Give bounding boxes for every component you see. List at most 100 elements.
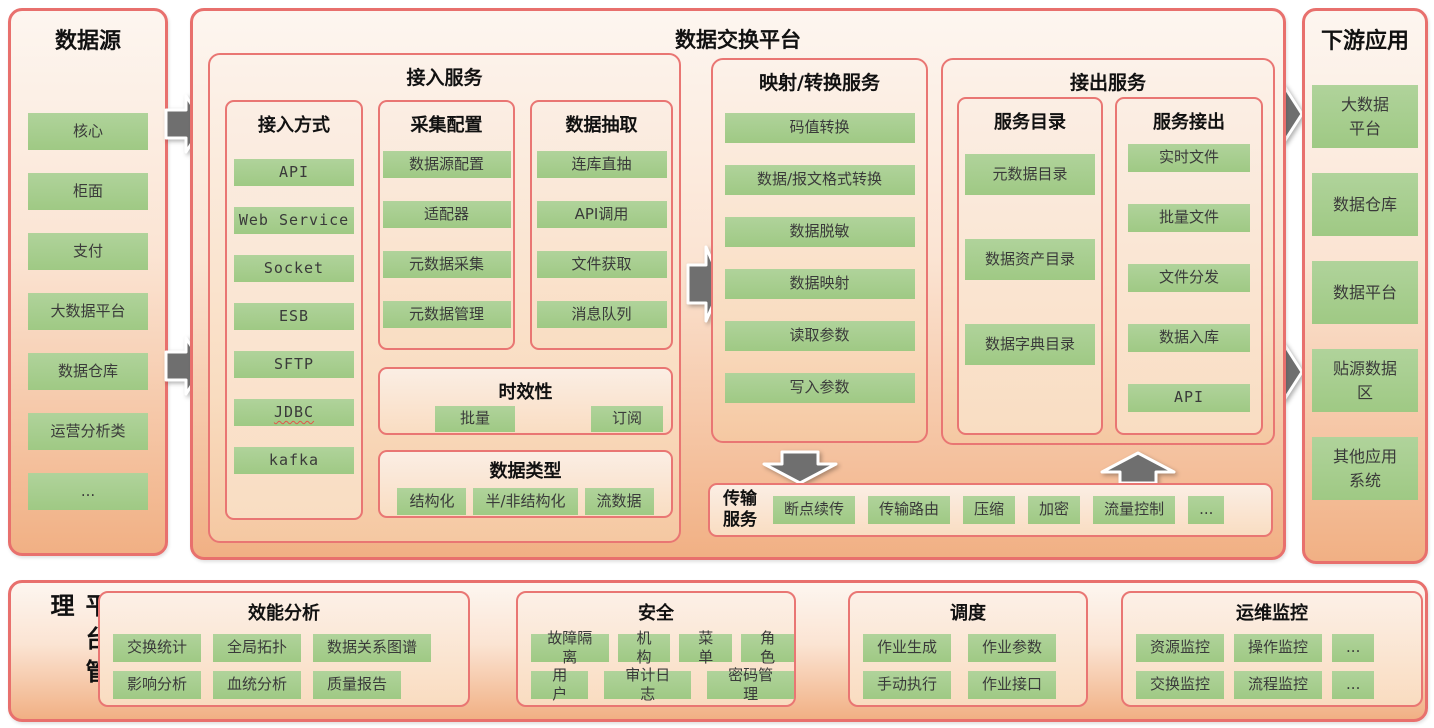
datasource-item: 支付 xyxy=(28,233,148,270)
mapping-item: 数据脱敏 xyxy=(724,217,915,247)
access-service-box: 接入服务 接入方式 API Web Service Socket ESB SFT… xyxy=(208,53,681,543)
delivery-item: 文件分发 xyxy=(1128,264,1250,292)
management-item: 作业生成 xyxy=(863,634,952,662)
timeliness-item: 订阅 xyxy=(591,406,663,432)
datatype-title: 数据类型 xyxy=(489,461,562,482)
datatype-item: 流数据 xyxy=(584,488,654,515)
management-item: 故障隔离 xyxy=(531,629,609,666)
access-method-item: Web Service xyxy=(234,207,354,234)
security-box: 安全 故障隔离 机构 菜单 角色 用户 审计日志 密码管理 xyxy=(516,591,796,707)
datasource-panel: 数据源 核心 柜面 支付 大数据平台 数据仓库 运营分析类 ... xyxy=(8,8,168,556)
data-extraction-box: 数据抽取 连库直抽 API调用 文件获取 消息队列 xyxy=(530,100,673,350)
downstream-item: 数据平台 xyxy=(1312,261,1418,324)
management-item: 流程监控 xyxy=(1234,671,1323,699)
collection-config-items: 数据源配置 适配器 元数据采集 元数据管理 xyxy=(380,151,513,328)
datatype-box: 数据类型 结构化 半/非结构化 流数据 xyxy=(378,450,673,518)
datasource-item: ... xyxy=(28,473,148,510)
efficiency-analysis-title: 效能分析 xyxy=(248,603,320,624)
delivery-item: 实时文件 xyxy=(1128,144,1250,172)
management-item: 作业参数 xyxy=(968,634,1057,662)
management-item: 影响分析 xyxy=(113,671,202,699)
downstream-items: 大数据 平台 数据仓库 数据平台 贴源数据 区 其他应用 系统 xyxy=(1305,85,1425,500)
security-title: 安全 xyxy=(638,603,674,624)
datasource-items: 核心 柜面 支付 大数据平台 数据仓库 运营分析类 ... xyxy=(11,113,165,510)
access-methods-title: 接入方式 xyxy=(258,115,330,136)
extraction-item: 消息队列 xyxy=(536,301,667,328)
management-panel: 平台管理 效能分析 交换统计 全局拓扑 数据关系图谱 影响分析 血统分析 质量报… xyxy=(8,580,1428,722)
transport-item: 断点续传 xyxy=(773,496,856,524)
operations-row: 交换监控 流程监控 ... xyxy=(1123,671,1421,699)
security-row: 用户 审计日志 密码管理 xyxy=(518,666,794,703)
transport-item: 流量控制 xyxy=(1093,496,1176,524)
datatype-items: 结构化 半/非结构化 流数据 xyxy=(380,488,671,515)
datasource-item: 大数据平台 xyxy=(28,293,148,330)
scheduling-row: 手动执行 作业接口 xyxy=(850,671,1086,699)
management-item: ... xyxy=(1332,671,1375,699)
access-methods-box: 接入方式 API Web Service Socket ESB SFTP JDB… xyxy=(225,100,363,520)
datatype-item: 半/非结构化 xyxy=(473,488,578,515)
timeliness-title: 时效性 xyxy=(498,382,553,403)
transport-service-title: 传输服务 xyxy=(723,488,757,530)
management-item: 全局拓扑 xyxy=(213,634,302,662)
management-item: 菜单 xyxy=(679,629,733,666)
operations-monitoring-box: 运维监控 资源监控 操作监控 ... 交换监控 流程监控 ... xyxy=(1121,591,1423,707)
catalog-item: 元数据目录 xyxy=(965,154,1095,195)
management-item: 角色 xyxy=(741,629,794,666)
scheduling-row: 作业生成 作业参数 xyxy=(850,634,1086,662)
extraction-item: 文件获取 xyxy=(536,251,667,278)
access-method-item: kafka xyxy=(234,447,354,474)
extraction-item: API调用 xyxy=(536,201,667,228)
service-delivery-title: 服务接出 xyxy=(1153,112,1225,133)
collection-item: 元数据采集 xyxy=(382,251,511,278)
datasource-item: 柜面 xyxy=(28,173,148,210)
management-item: 密码管理 xyxy=(707,666,794,703)
datasource-item: 数据仓库 xyxy=(28,353,148,390)
service-delivery-box: 服务接出 实时文件 批量文件 文件分发 数据入库 API xyxy=(1115,97,1263,435)
management-item: 机构 xyxy=(617,629,671,666)
downstream-item: 其他应用 系统 xyxy=(1312,437,1418,500)
delivery-item: 批量文件 xyxy=(1128,204,1250,232)
management-item: 交换统计 xyxy=(113,634,202,662)
service-catalog-box: 服务目录 元数据目录 数据资产目录 数据字典目录 xyxy=(957,97,1103,435)
datasource-item: 运营分析类 xyxy=(28,413,148,450)
service-catalog-title: 服务目录 xyxy=(994,112,1066,133)
transport-service-box: 传输服务 断点续传 传输路由 压缩 加密 流量控制 ... xyxy=(708,483,1273,537)
outbound-service-title: 接出服务 xyxy=(1069,72,1146,94)
downstream-panel: 下游应用 大数据 平台 数据仓库 数据平台 贴源数据 区 其他应用 系统 xyxy=(1302,8,1428,564)
management-item: 操作监控 xyxy=(1234,634,1323,662)
access-method-item: ESB xyxy=(234,303,354,330)
datasource-title: 数据源 xyxy=(54,29,121,54)
mapping-service-items: 码值转换 数据/报文格式转换 数据脱敏 数据映射 读取参数 写入参数 xyxy=(713,113,926,403)
extraction-item: 连库直抽 xyxy=(536,151,667,178)
efficiency-row: 交换统计 全局拓扑 数据关系图谱 xyxy=(100,634,468,662)
timeliness-item: 批量 xyxy=(435,406,515,432)
collection-item: 适配器 xyxy=(382,201,511,228)
platform-panel: 数据交换平台 接入服务 接入方式 API Web Service Socket … xyxy=(190,8,1286,560)
mapping-item: 数据/报文格式转换 xyxy=(724,165,915,195)
mapping-item: 数据映射 xyxy=(724,269,915,299)
transport-item: 传输路由 xyxy=(868,496,951,524)
collection-config-title: 采集配置 xyxy=(410,115,483,136)
delivery-item: 数据入库 xyxy=(1128,324,1250,352)
catalog-item: 数据字典目录 xyxy=(965,324,1095,365)
flow-arrow-down-icon xyxy=(762,450,838,485)
collection-item: 元数据管理 xyxy=(382,301,511,328)
outbound-service-box: 接出服务 服务目录 元数据目录 数据资产目录 数据字典目录 服务接出 实时文件 … xyxy=(941,58,1275,445)
downstream-title: 下游应用 xyxy=(1320,29,1409,54)
management-item: 资源监控 xyxy=(1136,634,1225,662)
collection-config-box: 采集配置 数据源配置 适配器 元数据采集 元数据管理 xyxy=(378,100,515,350)
management-item: 审计日志 xyxy=(604,666,692,703)
data-extraction-items: 连库直抽 API调用 文件获取 消息队列 xyxy=(532,151,671,328)
timeliness-box: 时效性 批量 订阅 xyxy=(378,367,673,435)
transport-item: 加密 xyxy=(1028,496,1081,524)
access-method-item: API xyxy=(234,159,354,186)
management-item: 作业接口 xyxy=(968,671,1057,699)
flow-arrow-up-icon xyxy=(1100,451,1176,485)
mapping-item: 读取参数 xyxy=(724,321,915,351)
scheduling-title: 调度 xyxy=(950,603,986,624)
service-catalog-items: 元数据目录 数据资产目录 数据字典目录 xyxy=(959,154,1101,365)
access-method-item: SFTP xyxy=(234,351,354,378)
mapping-service-title: 映射/转换服务 xyxy=(759,72,880,94)
collection-item: 数据源配置 xyxy=(382,151,511,178)
